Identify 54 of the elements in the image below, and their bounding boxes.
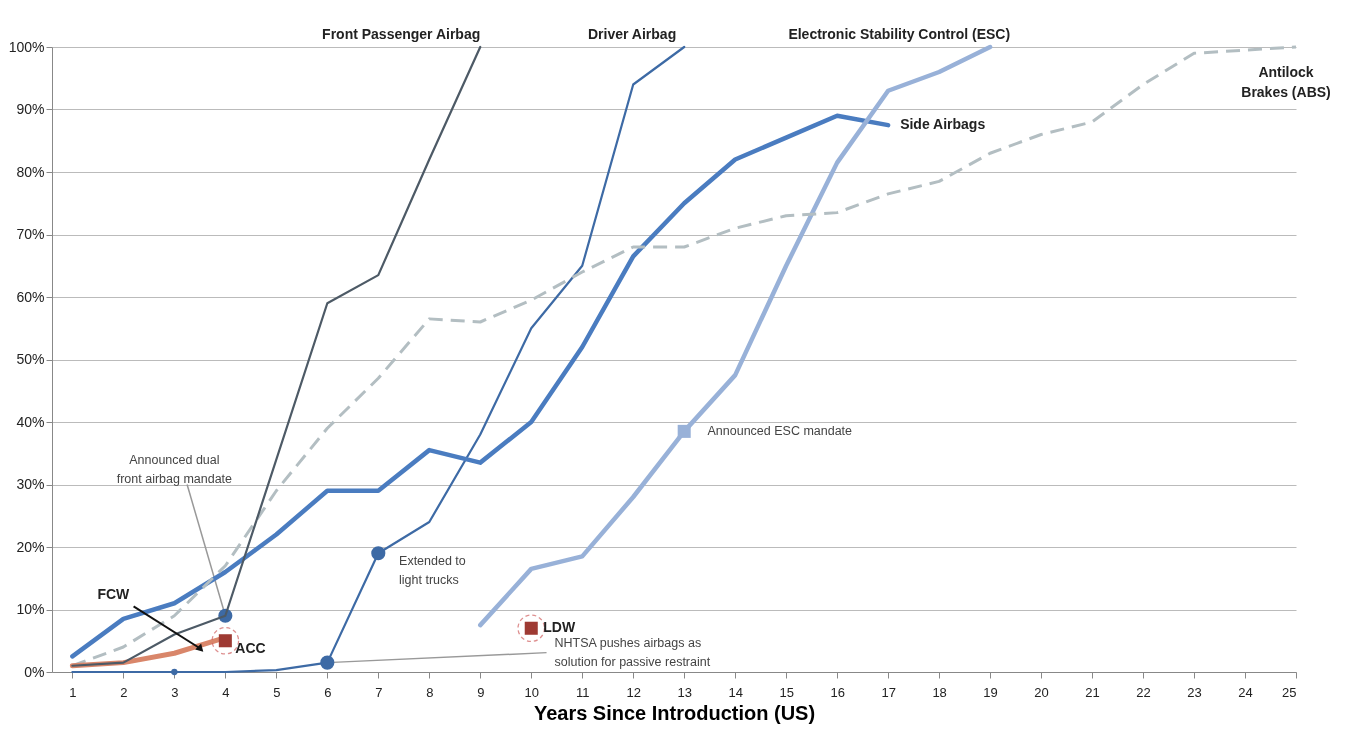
y-tick-label: 20% xyxy=(16,538,45,555)
y-tick-label: 80% xyxy=(16,163,45,180)
y-tick-label: 90% xyxy=(16,101,45,117)
x-tick-label: 5 xyxy=(273,684,281,700)
point xyxy=(371,546,386,561)
x-tick-label: 15 xyxy=(779,684,794,700)
y-tick-label: 70% xyxy=(16,226,45,242)
x-tick-label: 9 xyxy=(477,684,485,700)
series-label: Antilock Brakes (ABS) xyxy=(1241,64,1331,100)
x-tick-label: 25 xyxy=(1282,684,1297,700)
x-tick-label: 16 xyxy=(830,684,845,700)
x-tick-label: 14 xyxy=(728,684,743,700)
series-label: LDW xyxy=(543,619,576,636)
line-series xyxy=(70,113,891,659)
series-label: ACC xyxy=(235,639,266,656)
x-tick-label: 7 xyxy=(375,684,383,700)
series-label: Front Passenger Airbag xyxy=(322,26,481,42)
x-tick-label: 12 xyxy=(626,684,641,700)
x-tick-label: 18 xyxy=(932,684,947,700)
x-tick-label: 23 xyxy=(1187,684,1202,700)
x-tick-label: 24 xyxy=(1238,684,1253,700)
series-label: Driver Airbag xyxy=(588,26,677,42)
annotation: Announced ESC mandate xyxy=(707,424,853,439)
x-tick-label: 6 xyxy=(324,684,332,700)
point xyxy=(320,655,335,670)
y-tick-label: 60% xyxy=(16,288,45,305)
x-tick-label: 17 xyxy=(881,684,896,700)
x-axis-title: Years Since Introduction (US) xyxy=(533,701,816,724)
x-tick-label: 13 xyxy=(677,684,692,700)
point xyxy=(677,424,691,438)
y-tick-label: 30% xyxy=(16,476,45,492)
y-tick-label: 40% xyxy=(16,413,45,430)
x-tick-label: 10 xyxy=(524,684,539,700)
text: FCW xyxy=(97,585,131,602)
y-tick-label: 100% xyxy=(8,38,45,55)
annotation: NHTSA pushes airbags as solution for passive restraint xyxy=(554,636,711,670)
y-tick-label: 50% xyxy=(16,351,45,367)
x-tick-label: 22 xyxy=(1136,684,1151,700)
x-tick-label: 2 xyxy=(120,684,128,700)
x-tick-label: 19 xyxy=(983,684,998,700)
y-tick-label: 0% xyxy=(24,663,45,680)
x-tick-label: 20 xyxy=(1034,684,1049,700)
y-tick-label: 10% xyxy=(16,601,45,617)
x-tick-label: 1 xyxy=(69,684,77,700)
annotation: Announced dual front airbag mandate xyxy=(116,452,233,486)
x-tick-label: 11 xyxy=(575,684,590,700)
x-tick-label: 21 xyxy=(1085,684,1100,700)
x-tick-label: 3 xyxy=(171,684,179,700)
annotation: Extended to light trucks xyxy=(399,553,466,587)
series-label: Side Airbags xyxy=(900,116,986,133)
x-tick-label: 8 xyxy=(426,684,434,700)
x-tick-label: 4 xyxy=(222,684,230,700)
series-label: Electronic Stability Control (ESC) xyxy=(788,26,1011,42)
line-series xyxy=(71,45,482,667)
